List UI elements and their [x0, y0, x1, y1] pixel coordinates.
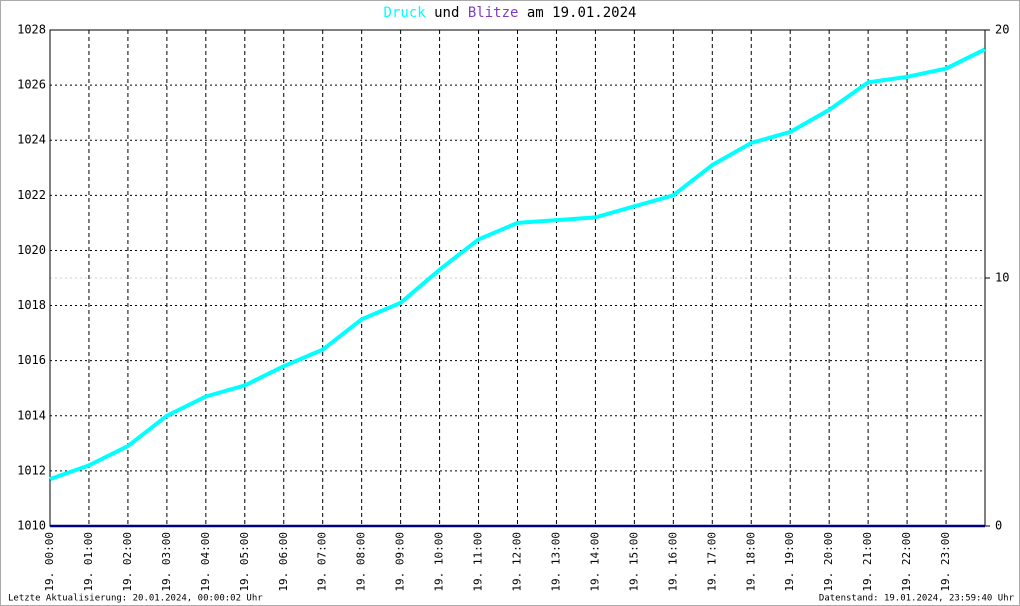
y2-tick-label: 0 — [995, 519, 1002, 533]
y-tick-label: 1028 — [17, 23, 46, 37]
y-tick-label: 1012 — [17, 463, 46, 477]
x-tick-label: 19. 18:00 — [744, 532, 757, 592]
y-tick-label: 1010 — [17, 519, 46, 533]
data-line — [49, 47, 986, 482]
title-series: Blitze — [468, 5, 519, 21]
y-tick-label: 1014 — [17, 408, 46, 422]
x-tick-label: 19. 08:00 — [355, 532, 368, 592]
x-tick-label: 19. 22:00 — [900, 532, 913, 592]
x-tick-label: 19. 06:00 — [277, 532, 290, 592]
x-tick-label: 19. 10:00 — [433, 532, 446, 592]
x-tick-label: 19. 09:00 — [394, 532, 407, 592]
x-tick-label: 19. 11:00 — [472, 532, 485, 592]
y2-tick-label: 20 — [995, 23, 1009, 37]
x-tick-label: 19. 19:00 — [783, 532, 796, 592]
x-tick-label: 19. 05:00 — [238, 532, 251, 592]
x-tick-label: 19. 02:00 — [121, 532, 134, 592]
title-date: am 19.01.2024 — [527, 5, 637, 21]
y-tick-label: 1016 — [17, 353, 46, 367]
footer-right: Datenstand: 19.01.2024, 23:59:40 Uhr — [819, 594, 1015, 604]
footer-left: Letzte Aktualisierung: 20.01.2024, 00:00… — [8, 594, 263, 604]
chart-title: Druck und Blitze am 19.01.2024 — [384, 5, 637, 21]
y-tick-label: 1022 — [17, 188, 46, 202]
x-tick-label: 19. 12:00 — [511, 532, 524, 592]
x-tick-label: 19. 01:00 — [82, 532, 95, 592]
x-tick-label: 19. 00:00 — [43, 532, 56, 592]
y-tick-label: 1018 — [17, 298, 46, 312]
x-tick-label: 19. 20:00 — [822, 532, 835, 592]
x-tick-label: 19. 15:00 — [627, 532, 640, 592]
y-tick-label: 1020 — [17, 243, 46, 257]
y-tick-label: 1024 — [17, 133, 46, 147]
x-tick-label: 19. 07:00 — [316, 532, 329, 592]
y2-tick-label: 10 — [995, 271, 1009, 285]
title-series: Druck — [384, 5, 427, 21]
x-tick-label: 19. 14:00 — [588, 532, 601, 592]
x-tick-label: 19. 23:00 — [939, 532, 952, 592]
x-tick-label: 19. 21:00 — [861, 532, 874, 592]
x-tick-label: 19. 03:00 — [160, 532, 173, 592]
x-tick-label: 19. 17:00 — [705, 532, 718, 592]
y-tick-label: 1026 — [17, 78, 46, 92]
x-tick-label: 19. 16:00 — [666, 532, 679, 592]
title-joiner: und — [434, 5, 459, 21]
x-tick-label: 19. 04:00 — [199, 532, 212, 592]
x-tick-label: 19. 13:00 — [549, 532, 562, 592]
